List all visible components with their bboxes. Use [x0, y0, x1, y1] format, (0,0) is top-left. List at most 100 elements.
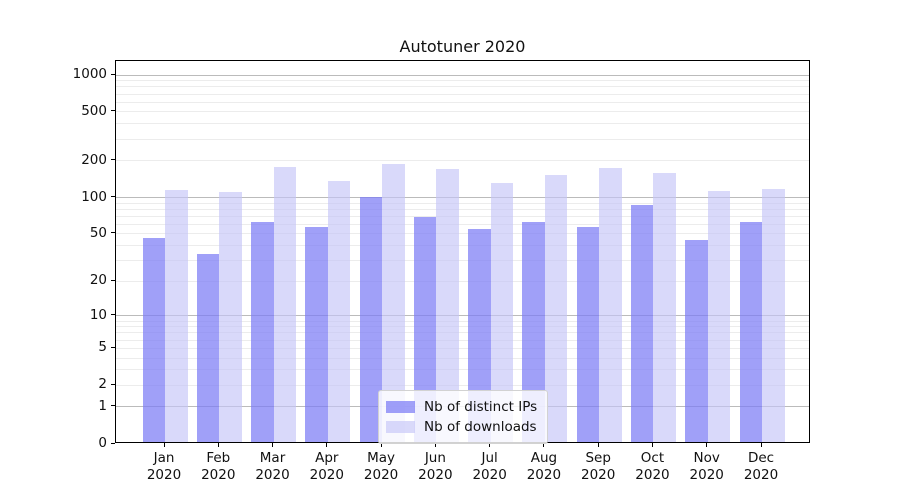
x-tick-year: 2020: [580, 467, 616, 483]
gridline-30: [116, 260, 809, 262]
x-tick-year: 2020: [743, 467, 779, 483]
y-tick-mark-500: [110, 110, 115, 112]
y-tick-label-200: 200: [81, 151, 107, 168]
x-tick-label-feb: Feb 2020: [186, 450, 250, 484]
chart-title: Autotuner 2020: [399, 37, 526, 56]
x-tick-year: 2020: [201, 467, 236, 483]
x-tick-label-mar: Mar 2020: [241, 450, 305, 484]
x-tick-month: Jan: [153, 450, 175, 466]
gridline-200: [116, 160, 809, 162]
y-tick-mark-100: [110, 196, 115, 197]
x-tick-year: 2020: [309, 467, 344, 483]
x-tick-mark-jan: [163, 443, 165, 447]
gridline-50: [116, 233, 809, 235]
x-tick-label-nov: Nov 2020: [675, 450, 739, 484]
x-tick-year: 2020: [418, 467, 453, 483]
bar-aug-distinct-ips: [522, 221, 545, 442]
x-tick-mark-oct: [651, 443, 653, 447]
legend-swatch-downloads: [386, 421, 415, 433]
x-tick-label-may: May 2020: [349, 450, 413, 484]
x-tick-month: Jun: [424, 450, 446, 466]
x-tick-month: May: [367, 450, 396, 466]
gridline-500: [116, 111, 809, 113]
x-tick-label-jan: Jan 2020: [132, 450, 196, 484]
legend: Nb of distinct IPs Nb of downloads: [378, 390, 549, 444]
bar-feb-downloads: [219, 192, 242, 442]
legend-swatch-distinct-ips: [386, 401, 415, 413]
gridline-100: [116, 197, 809, 198]
gridline-10: [116, 315, 809, 317]
x-tick-year: 2020: [689, 467, 724, 483]
x-tick-year: 2020: [526, 467, 562, 483]
gridline-400: [116, 123, 809, 125]
bar-dec-distinct-ips: [739, 221, 762, 442]
bar-jul-distinct-ips: [468, 228, 491, 442]
x-tick-year: 2020: [635, 467, 670, 483]
y-tick-label-5: 5: [98, 339, 107, 356]
gridline-3: [116, 369, 809, 371]
bar-jun-downloads: [436, 168, 459, 442]
x-tick-month: Dec: [747, 450, 775, 466]
x-tick-mark-feb: [217, 443, 219, 447]
x-tick-mark-mar: [272, 443, 274, 447]
x-tick-mark-dec: [760, 443, 762, 447]
x-tick-month: Feb: [206, 450, 231, 466]
gridline-300: [116, 138, 809, 140]
gridline-8: [116, 326, 809, 328]
bar-may-downloads: [382, 163, 405, 442]
gridline-900: [116, 80, 809, 82]
plot-area: [115, 60, 810, 443]
x-tick-month: Aug: [530, 450, 558, 466]
gridline-800: [116, 86, 809, 88]
y-tick-mark-200: [110, 159, 115, 161]
bar-jan-downloads: [165, 190, 188, 442]
gridline-20: [116, 280, 809, 282]
gridline-700: [116, 93, 809, 95]
x-tick-month: Nov: [693, 450, 720, 466]
bar-mar-downloads: [273, 167, 297, 442]
gridline-9: [116, 320, 809, 322]
x-tick-label-oct: Oct 2020: [620, 450, 684, 484]
gridline-70: [116, 215, 809, 217]
x-tick-mark-aug: [543, 443, 545, 447]
x-tick-mark-apr: [326, 443, 328, 447]
x-tick-year: 2020: [472, 467, 507, 483]
y-tick-mark-2: [110, 383, 115, 385]
y-tick-label-10: 10: [89, 306, 107, 323]
x-tick-month: Sep: [585, 450, 611, 466]
bar-feb-distinct-ips: [196, 253, 220, 442]
y-tick-label-1000: 1000: [72, 66, 107, 82]
y-tick-mark-5: [110, 346, 115, 348]
bar-jul-downloads: [490, 182, 514, 442]
bar-sep-distinct-ips: [576, 227, 600, 442]
gridline-4: [116, 357, 809, 359]
y-tick-mark-50: [110, 232, 115, 234]
x-tick-mark-jul: [489, 443, 491, 447]
gridline-7: [116, 332, 809, 334]
x-tick-month: Mar: [259, 450, 286, 466]
bar-jan-distinct-ips: [142, 237, 165, 442]
gridline-40: [116, 245, 809, 247]
x-tick-label-aug: Aug 2020: [512, 450, 576, 484]
bar-dec-downloads: [762, 189, 785, 442]
legend-label-distinct-ips: Nb of distinct IPs: [424, 399, 538, 415]
x-tick-mark-jun: [434, 443, 436, 447]
x-tick-month: Oct: [640, 450, 665, 466]
bar-mar-distinct-ips: [251, 221, 274, 442]
x-tick-year: 2020: [363, 467, 399, 483]
y-tick-label-1: 1: [98, 397, 107, 414]
y-tick-label-20: 20: [89, 272, 107, 289]
bar-nov-downloads: [707, 191, 731, 442]
y-tick-label-0: 0: [98, 435, 107, 451]
y-tick-label-50: 50: [89, 224, 107, 241]
bar-jun-distinct-ips: [413, 217, 437, 442]
x-tick-label-apr: Apr 2020: [295, 450, 359, 484]
bar-aug-downloads: [544, 175, 568, 442]
y-tick-mark-20: [110, 279, 115, 281]
x-tick-year: 2020: [255, 467, 290, 483]
bar-sep-downloads: [599, 168, 622, 442]
gridline-90: [116, 202, 809, 204]
y-tick-mark-1000: [110, 73, 115, 75]
gridline-600: [116, 101, 809, 103]
